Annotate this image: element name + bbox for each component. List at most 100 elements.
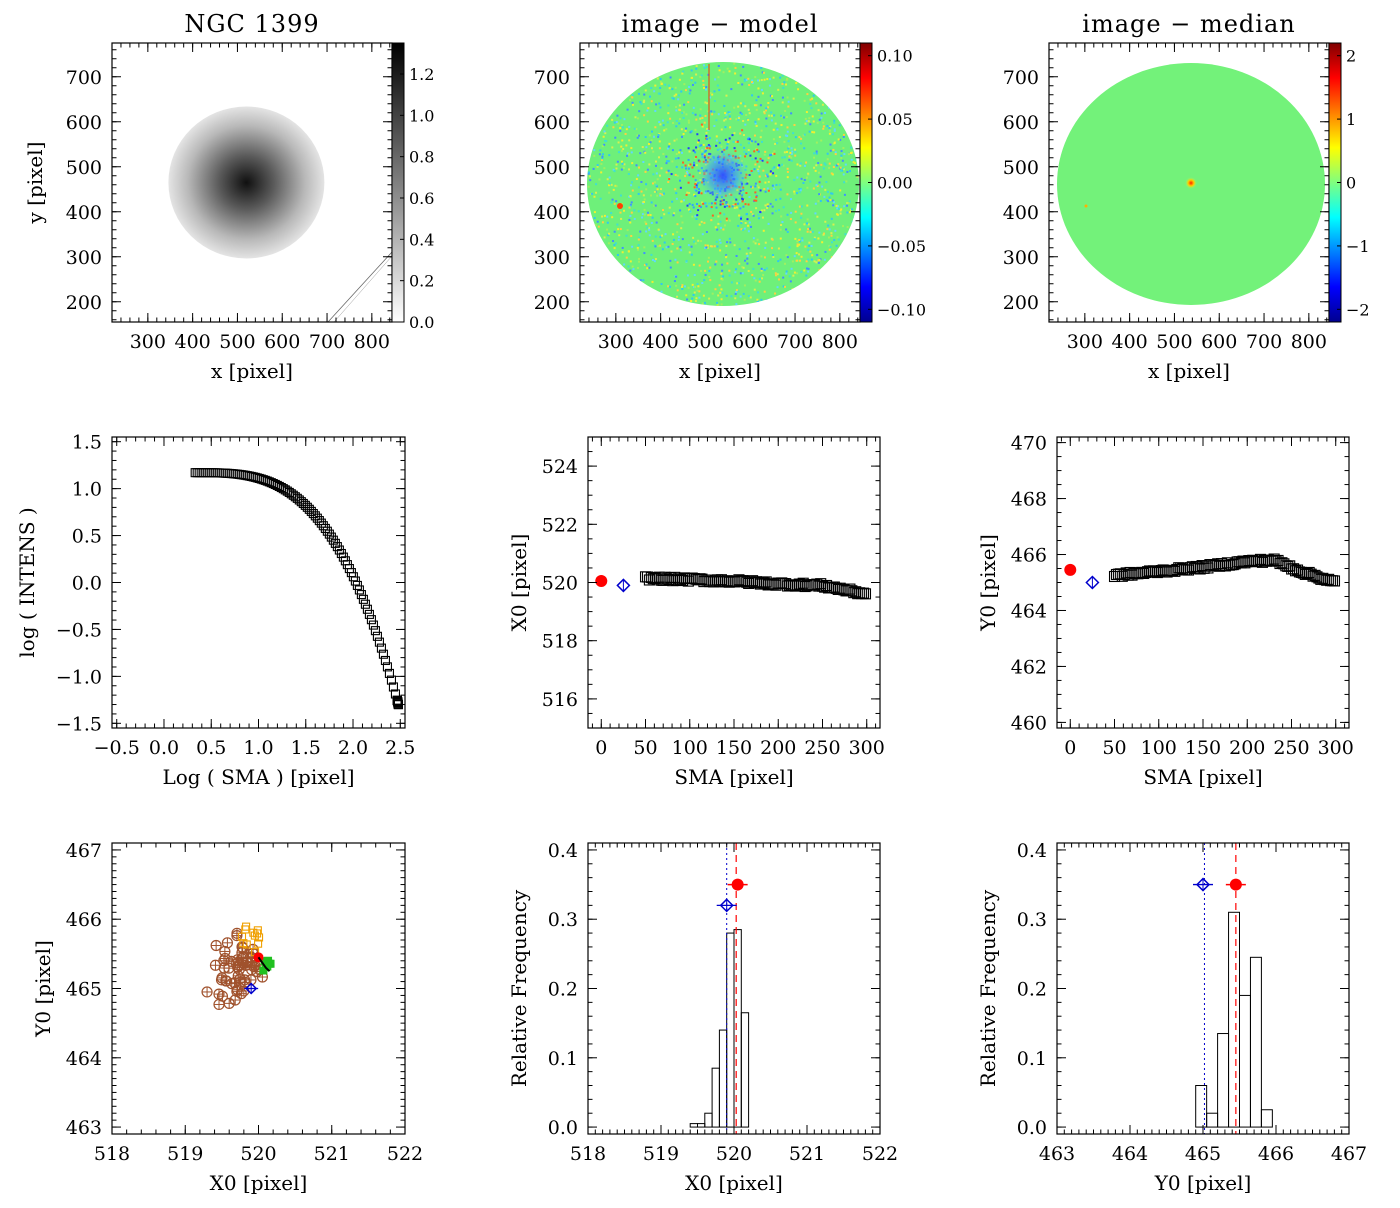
noise-pixel <box>743 298 746 301</box>
noise-pixel <box>698 264 701 267</box>
panel-y0-vs-sma: 0 50 100 150 200 250 300470468466464462460SMA … <box>976 433 1354 789</box>
x-tick-label: 1.0 <box>243 737 273 759</box>
noise-pixel <box>811 254 814 257</box>
noise-pixel <box>691 83 694 86</box>
noise-pixel <box>637 186 640 189</box>
noise-pixel <box>619 211 622 214</box>
noise-pixel <box>747 224 750 227</box>
colorbar-tick-label: 1.0 <box>409 106 434 125</box>
noise-pixel <box>793 178 796 181</box>
noise-pixel <box>786 134 789 137</box>
noise-pixel <box>803 133 806 136</box>
noise-pixel <box>780 215 783 218</box>
noise-pixel <box>732 140 735 143</box>
x-tick-label: 518 <box>570 1143 606 1165</box>
noise-pixel <box>802 181 805 184</box>
noise-pixel <box>686 172 689 175</box>
center-track <box>257 956 271 972</box>
noise-pixel <box>627 172 630 175</box>
noise-pixel-core <box>759 157 762 160</box>
noise-pixel <box>779 228 782 231</box>
noise-pixel <box>793 192 796 195</box>
noise-pixel <box>776 273 779 276</box>
x-axis-label: Log ( SMA ) [pixel] <box>162 765 354 789</box>
noise-pixel-core <box>764 190 767 193</box>
noise-pixel <box>799 162 802 165</box>
noise-pixel <box>630 235 633 238</box>
noise-pixel <box>846 170 849 173</box>
noise-pixel <box>755 104 758 107</box>
noise-pixel <box>756 184 759 187</box>
noise-pixel <box>815 164 818 167</box>
noise-pixel <box>778 183 781 186</box>
noise-pixel <box>763 268 766 271</box>
noise-pixel <box>753 277 756 280</box>
noise-pixel <box>842 133 845 136</box>
x-axis-label: x [pixel] <box>211 359 293 383</box>
noise-pixel-core <box>742 205 745 208</box>
noise-pixel <box>848 200 851 203</box>
noise-pixel <box>591 192 594 195</box>
noise-pixel <box>668 285 671 288</box>
histogram-bar <box>1228 911 1241 1128</box>
noise-pixel <box>688 92 691 95</box>
noise-pixel <box>815 150 818 153</box>
noise-pixel <box>649 214 652 217</box>
colorbar-tick-label: −1 <box>1346 237 1370 256</box>
noise-pixel <box>747 118 750 121</box>
noise-pixel <box>628 125 631 128</box>
noise-pixel <box>766 206 769 209</box>
noise-pixel <box>761 71 764 74</box>
noise-pixel <box>812 120 815 123</box>
noise-pixel <box>678 109 681 112</box>
noise-pixel <box>681 72 684 75</box>
noise-pixel <box>779 258 782 261</box>
colorbar-tick-label: −0.05 <box>877 237 926 256</box>
noise-pixel-core <box>700 123 703 126</box>
noise-pixel <box>714 78 717 81</box>
noise-pixel <box>728 219 731 222</box>
noise-pixel <box>800 205 803 208</box>
noise-pixel <box>735 254 738 257</box>
noise-pixel <box>807 270 810 273</box>
noise-pixel <box>658 132 661 135</box>
noise-pixel-core <box>692 175 695 178</box>
noise-pixel <box>629 260 632 263</box>
noise-pixel <box>688 208 691 211</box>
noise-pixel <box>742 134 745 137</box>
noise-pixel <box>700 74 703 77</box>
noise-pixel <box>850 158 853 161</box>
noise-pixel <box>648 163 651 166</box>
noise-pixel <box>631 93 634 96</box>
noise-pixel <box>795 81 798 84</box>
noise-pixel <box>662 192 665 195</box>
noise-pixel <box>790 211 793 214</box>
noise-pixel <box>658 147 661 150</box>
noise-pixel <box>658 140 661 143</box>
noise-pixel <box>750 81 753 84</box>
x-tick-label: 519 <box>643 1143 679 1165</box>
data-point <box>1276 557 1288 569</box>
noise-pixel-core <box>773 152 776 155</box>
noise-pixel <box>701 233 704 236</box>
noise-pixel <box>588 171 591 174</box>
noise-pixel-core <box>744 155 747 158</box>
noise-pixel <box>831 199 834 202</box>
noise-pixel <box>701 201 704 204</box>
noise-pixel <box>745 78 748 81</box>
noise-pixel <box>614 184 617 187</box>
noise-pixel <box>695 297 698 300</box>
noise-pixel <box>822 167 825 170</box>
noise-pixel <box>656 77 659 80</box>
noise-pixel <box>747 151 750 154</box>
noise-pixel <box>663 241 666 244</box>
x-tick-label: 600 <box>732 331 768 353</box>
noise-pixel <box>794 136 797 139</box>
noise-pixel <box>727 141 730 144</box>
noise-pixel <box>704 114 707 117</box>
noise-pixel <box>833 140 836 143</box>
noise-pixel <box>742 102 745 105</box>
noise-pixel <box>616 114 619 117</box>
noise-pixel <box>808 227 811 230</box>
